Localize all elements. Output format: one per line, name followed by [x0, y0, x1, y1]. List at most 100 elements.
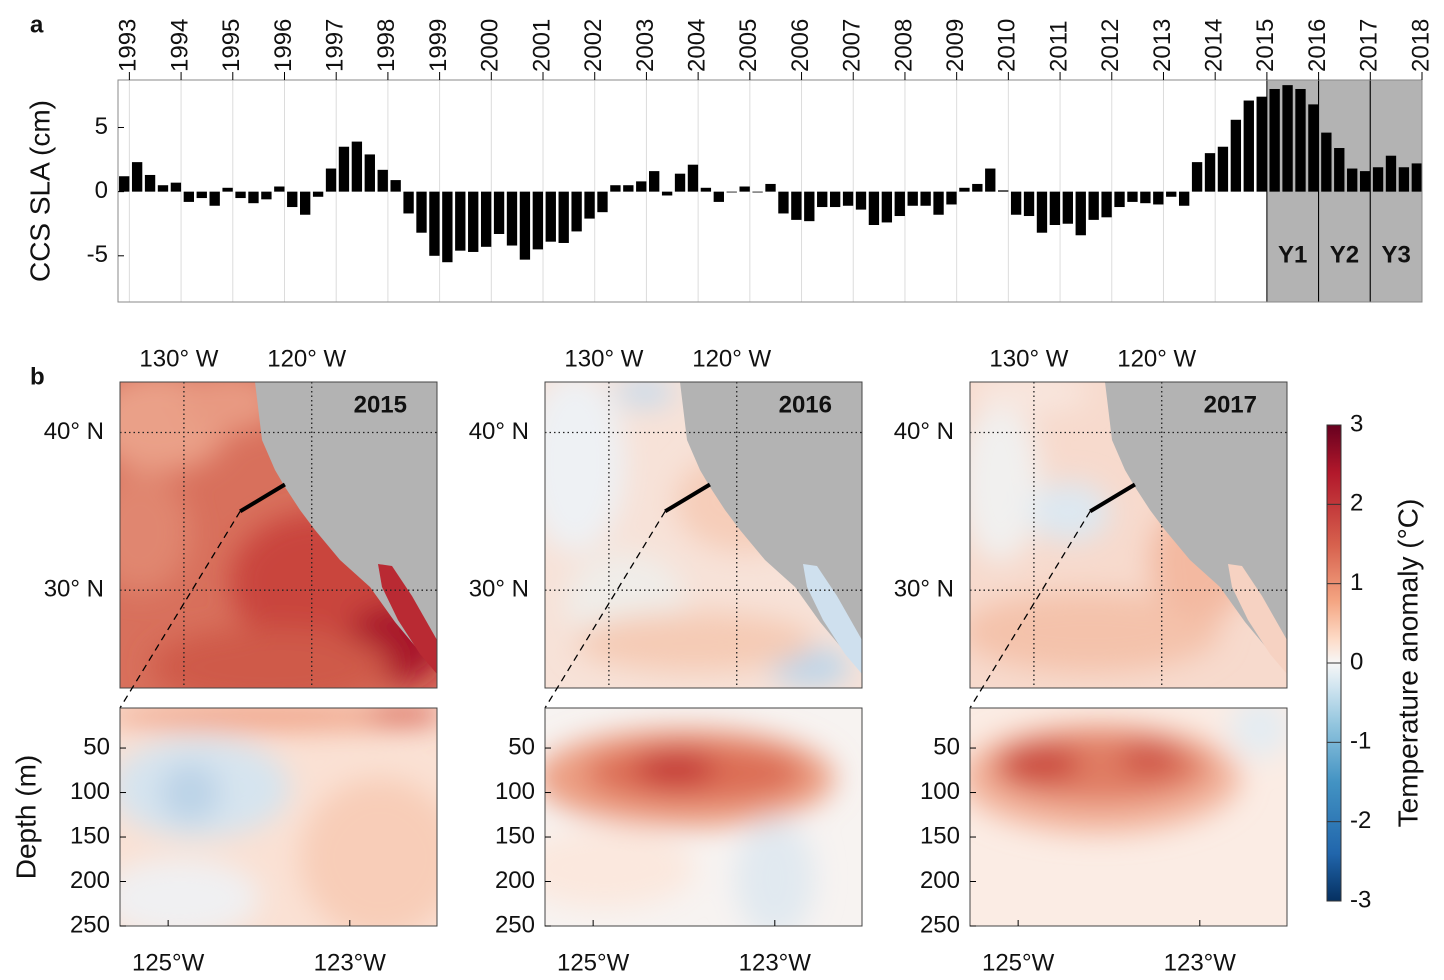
bar	[1204, 153, 1216, 192]
y-tick-label: 250	[495, 911, 535, 938]
section-connector	[544, 511, 666, 709]
section-connector	[119, 511, 241, 709]
bar	[752, 191, 763, 193]
bar	[1347, 168, 1358, 192]
y-tick-label: 200	[495, 867, 535, 894]
sst-patch	[545, 382, 625, 552]
bar	[765, 183, 776, 192]
sst-patch	[120, 472, 190, 592]
bar	[829, 191, 841, 208]
section-patch	[1000, 743, 1080, 783]
bar	[300, 191, 311, 215]
bar	[687, 164, 699, 192]
bar	[842, 191, 854, 206]
bar	[1049, 191, 1061, 226]
y-tick-label: 250	[70, 911, 110, 938]
transect-line	[1089, 482, 1136, 514]
section-connector	[969, 511, 1091, 709]
lon-tick-label: 120° W	[1117, 345, 1196, 372]
y-tick-label: 100	[70, 778, 110, 805]
bar	[817, 191, 828, 208]
y-axis-label: CCS SLA (cm)	[24, 100, 55, 282]
bar	[506, 191, 518, 246]
colorbar-label: Temperature anomaly (°C)	[1392, 499, 1423, 828]
x-tick-label: 2002	[580, 19, 607, 72]
bar	[338, 146, 350, 192]
x-tick-label: 1994	[166, 19, 193, 72]
bar	[804, 191, 815, 222]
bar	[907, 191, 918, 206]
bar	[1062, 191, 1073, 224]
y-tick-label: 50	[933, 733, 960, 760]
bar	[287, 191, 298, 208]
x-tick-label: 2012	[1097, 19, 1124, 72]
gulf-water	[1228, 564, 1287, 674]
bar	[791, 191, 802, 220]
x-tick-label: 2018	[1407, 19, 1434, 72]
x-tick-label: 2013	[1149, 19, 1176, 72]
section-pattern	[970, 708, 1287, 833]
section-patch	[120, 858, 260, 926]
sst-map	[545, 382, 862, 688]
x-tick-label: 2006	[787, 19, 814, 72]
panel-title: 2017	[1204, 391, 1257, 418]
bar	[571, 191, 582, 232]
x-tick-label: 2009	[942, 19, 969, 72]
section-patch	[635, 748, 715, 788]
lon-tick-label: 120° W	[692, 345, 771, 372]
bar	[480, 191, 492, 247]
bar	[985, 168, 996, 192]
bar	[1153, 191, 1164, 205]
bar	[325, 168, 337, 192]
temperature-section	[545, 708, 862, 926]
section-patch	[300, 778, 437, 926]
x-tick-label: 2007	[839, 19, 866, 72]
y-tick-label: 150	[495, 822, 535, 849]
bar	[455, 191, 466, 251]
bar	[700, 187, 712, 192]
bar	[920, 191, 931, 206]
sst-map	[970, 382, 1287, 688]
x-tick-label: 2015	[1252, 19, 1279, 72]
bar	[183, 191, 195, 202]
colorbar-tick-label: -2	[1350, 807, 1371, 834]
y-tick-label: -5	[87, 241, 108, 268]
y-tick-label: 150	[920, 822, 960, 849]
section-patch	[160, 763, 220, 823]
bar	[377, 169, 388, 192]
bar	[1308, 104, 1319, 192]
bar	[998, 190, 1009, 192]
bar	[1010, 191, 1022, 215]
sst-patch	[150, 627, 390, 688]
bar	[1334, 148, 1345, 192]
y-tick-label: 200	[70, 867, 110, 894]
section-patch	[735, 818, 815, 926]
section-patch	[365, 708, 437, 724]
bar	[1178, 191, 1190, 206]
bar	[1101, 191, 1112, 218]
bar	[972, 183, 983, 192]
bar	[1140, 191, 1151, 204]
bar	[248, 191, 259, 204]
x-tick-label: 2010	[994, 19, 1021, 72]
x-tick-label: 2017	[1356, 19, 1383, 72]
bar	[416, 191, 427, 233]
x-tick-label: 1996	[270, 19, 297, 72]
bar	[1191, 162, 1203, 192]
bar	[429, 191, 440, 256]
bar	[390, 180, 401, 192]
x-tick-label: 125°W	[982, 949, 1055, 976]
x-tick-label: 1995	[218, 19, 245, 72]
colorbar-tick-label: -3	[1350, 886, 1371, 913]
sst-patch	[615, 382, 675, 407]
x-tick-label: 1997	[322, 19, 349, 72]
period-label: Y3	[1381, 241, 1410, 268]
colorbar-tick-label: 3	[1350, 410, 1363, 437]
panel-label: b	[30, 363, 45, 390]
bar	[1088, 191, 1099, 220]
x-tick-label: 1998	[373, 19, 400, 72]
x-tick-label: 2016	[1304, 19, 1331, 72]
bar	[1411, 163, 1422, 192]
lat-tick-label: 40° N	[894, 418, 954, 445]
lat-tick-label: 30° N	[44, 576, 104, 603]
